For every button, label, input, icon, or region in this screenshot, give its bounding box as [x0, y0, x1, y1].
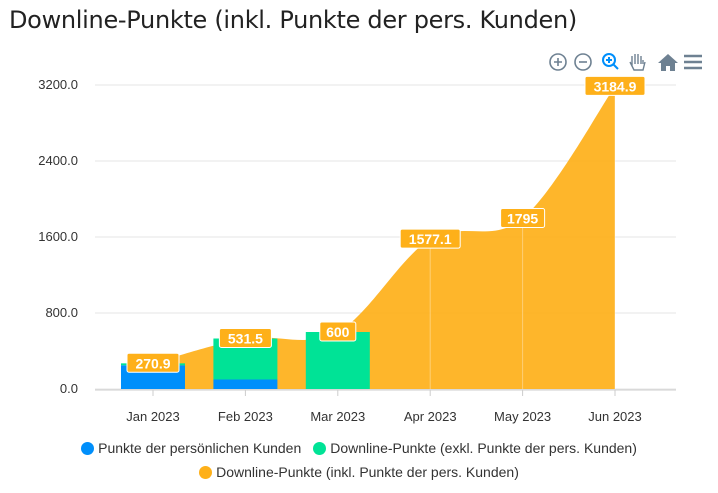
svg-text:600: 600: [326, 324, 350, 340]
data-label: 1795: [500, 207, 546, 228]
y-tick-label: 800.0: [45, 305, 78, 320]
legend-label: Downline-Punkte (exkl. Punkte der pers. …: [330, 440, 637, 456]
data-label: 600: [319, 321, 357, 342]
menu-icon[interactable]: [684, 54, 702, 70]
y-tick-label: 0.0: [60, 381, 78, 396]
x-tick-label: Apr 2023: [404, 409, 457, 424]
data-label: 3184.9: [584, 75, 646, 96]
y-tick-label: 3200.0: [38, 77, 78, 92]
legend-marker: [313, 441, 327, 455]
x-tick-label: May 2023: [494, 409, 551, 424]
svg-text:531.5: 531.5: [228, 331, 263, 347]
data-label: 531.5: [218, 328, 272, 349]
selection-zoom-icon[interactable]: [602, 53, 619, 70]
data-label: 270.9: [126, 352, 180, 373]
svg-text:1577.1: 1577.1: [409, 231, 452, 247]
legend-marker: [81, 441, 95, 455]
legend-item[interactable]: Downline-Punkte (inkl. Punkte der pers. …: [199, 464, 519, 480]
x-tick-label: Feb 2023: [218, 409, 273, 424]
svg-text:3184.9: 3184.9: [594, 78, 637, 94]
svg-text:1795: 1795: [507, 210, 538, 226]
x-tick-label: Jun 2023: [588, 409, 642, 424]
home-reset-icon[interactable]: [658, 54, 678, 71]
toolbar: [549, 53, 702, 71]
pan-hand-icon[interactable]: [629, 54, 646, 71]
legend: Punkte der persönlichen Kunden Downline-P…: [0, 440, 718, 458]
zoom-in-icon[interactable]: [549, 53, 567, 71]
y-tick-label: 2400.0: [38, 153, 78, 168]
legend-marker: [199, 465, 213, 479]
area-series: [153, 86, 615, 389]
zoom-out-icon[interactable]: [574, 53, 592, 71]
data-label: 1577.1: [399, 228, 461, 249]
chart: 0.0 800.0 1600.0 2400.0 3200.0 Jan 2023 Feb 20…: [38, 53, 702, 424]
legend-label: Downline-Punkte (inkl. Punkte der pers. …: [216, 464, 519, 480]
bar-personal[interactable]: [213, 379, 278, 390]
chart-title: Downline-Punkte (inkl. Punkte der pers. …: [9, 6, 577, 34]
legend-item[interactable]: Downline-Punkte (exkl. Punkte der pers. …: [313, 440, 637, 456]
svg-text:270.9: 270.9: [135, 355, 170, 371]
y-tick-label: 1600.0: [38, 229, 78, 244]
legend-label: Punkte der persönlichen Kunden: [98, 440, 302, 456]
legend: Downline-Punkte (inkl. Punkte der pers. …: [0, 464, 718, 482]
x-tick-label: Mar 2023: [310, 409, 365, 424]
legend-item[interactable]: Punkte der persönlichen Kunden: [81, 440, 301, 456]
x-tick-label: Jan 2023: [126, 409, 180, 424]
